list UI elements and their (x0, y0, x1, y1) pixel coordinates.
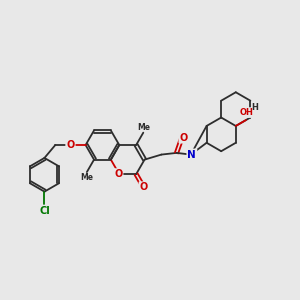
Text: Me: Me (80, 173, 93, 182)
Text: Me: Me (137, 123, 150, 132)
Text: O: O (114, 169, 122, 179)
Text: N: N (188, 150, 196, 160)
Text: OH: OH (240, 108, 254, 117)
Text: Cl: Cl (39, 206, 50, 216)
Text: O: O (179, 133, 188, 142)
Text: H: H (251, 103, 258, 112)
Text: O: O (66, 140, 75, 150)
Text: O: O (140, 182, 148, 192)
